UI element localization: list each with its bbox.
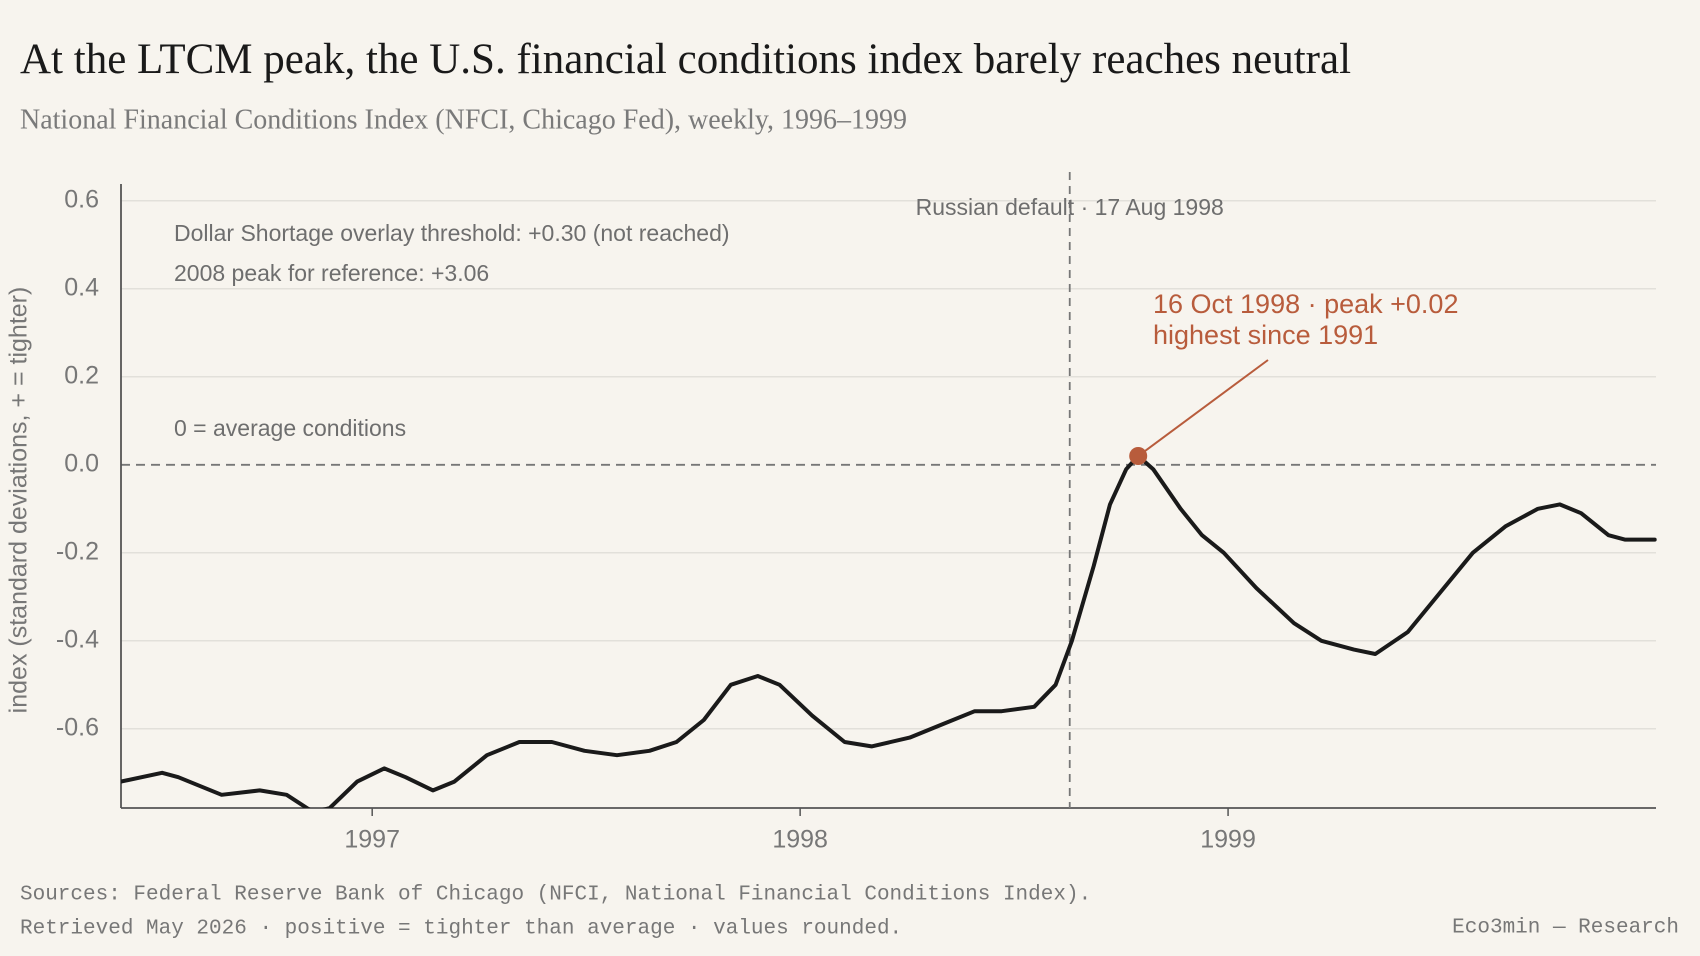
chart-title: At the LTCM peak, the U.S. financial con… [20, 36, 1351, 83]
plot-area [121, 454, 1657, 808]
y-axis-label: index (standard deviations, + = tighter) [5, 287, 33, 714]
annotation: Dollar Shortage overlay threshold: +0.30… [174, 220, 730, 246]
source-line: Sources: Federal Reserve Bank of Chicago… [20, 884, 1091, 907]
x-tick-label: 1997 [344, 826, 400, 854]
credit: Eco3min — Research [1452, 917, 1679, 940]
event-label: Russian default · 17 Aug 1998 [916, 194, 1224, 220]
y-tick-label: -0.6 [56, 713, 99, 741]
x-tick-label: 1998 [772, 826, 828, 854]
leader-line [1137, 359, 1269, 457]
y-tick-label: -0.2 [56, 537, 99, 565]
data-line [121, 454, 1657, 808]
y-tick-label: 0.0 [64, 449, 99, 477]
peak-label: 16 Oct 1998 · peak +0.02 [1153, 289, 1458, 319]
y-tick-label: 0.4 [64, 273, 99, 301]
chart-subtitle: National Financial Conditions Index (NFC… [20, 104, 907, 135]
y-tick-label: 0.6 [64, 185, 99, 213]
y-tick-label: -0.4 [56, 625, 99, 653]
source-line: Retrieved May 2026 · positive = tighter … [20, 918, 902, 941]
peak-marker [1129, 447, 1148, 465]
y-tick-label: 0.2 [64, 361, 99, 389]
peak-label: highest since 1991 [1153, 320, 1378, 350]
annotation: 2008 peak for reference: +3.06 [174, 260, 489, 286]
x-tick-label: 1999 [1200, 826, 1256, 854]
annotation: 0 = average conditions [174, 415, 406, 441]
